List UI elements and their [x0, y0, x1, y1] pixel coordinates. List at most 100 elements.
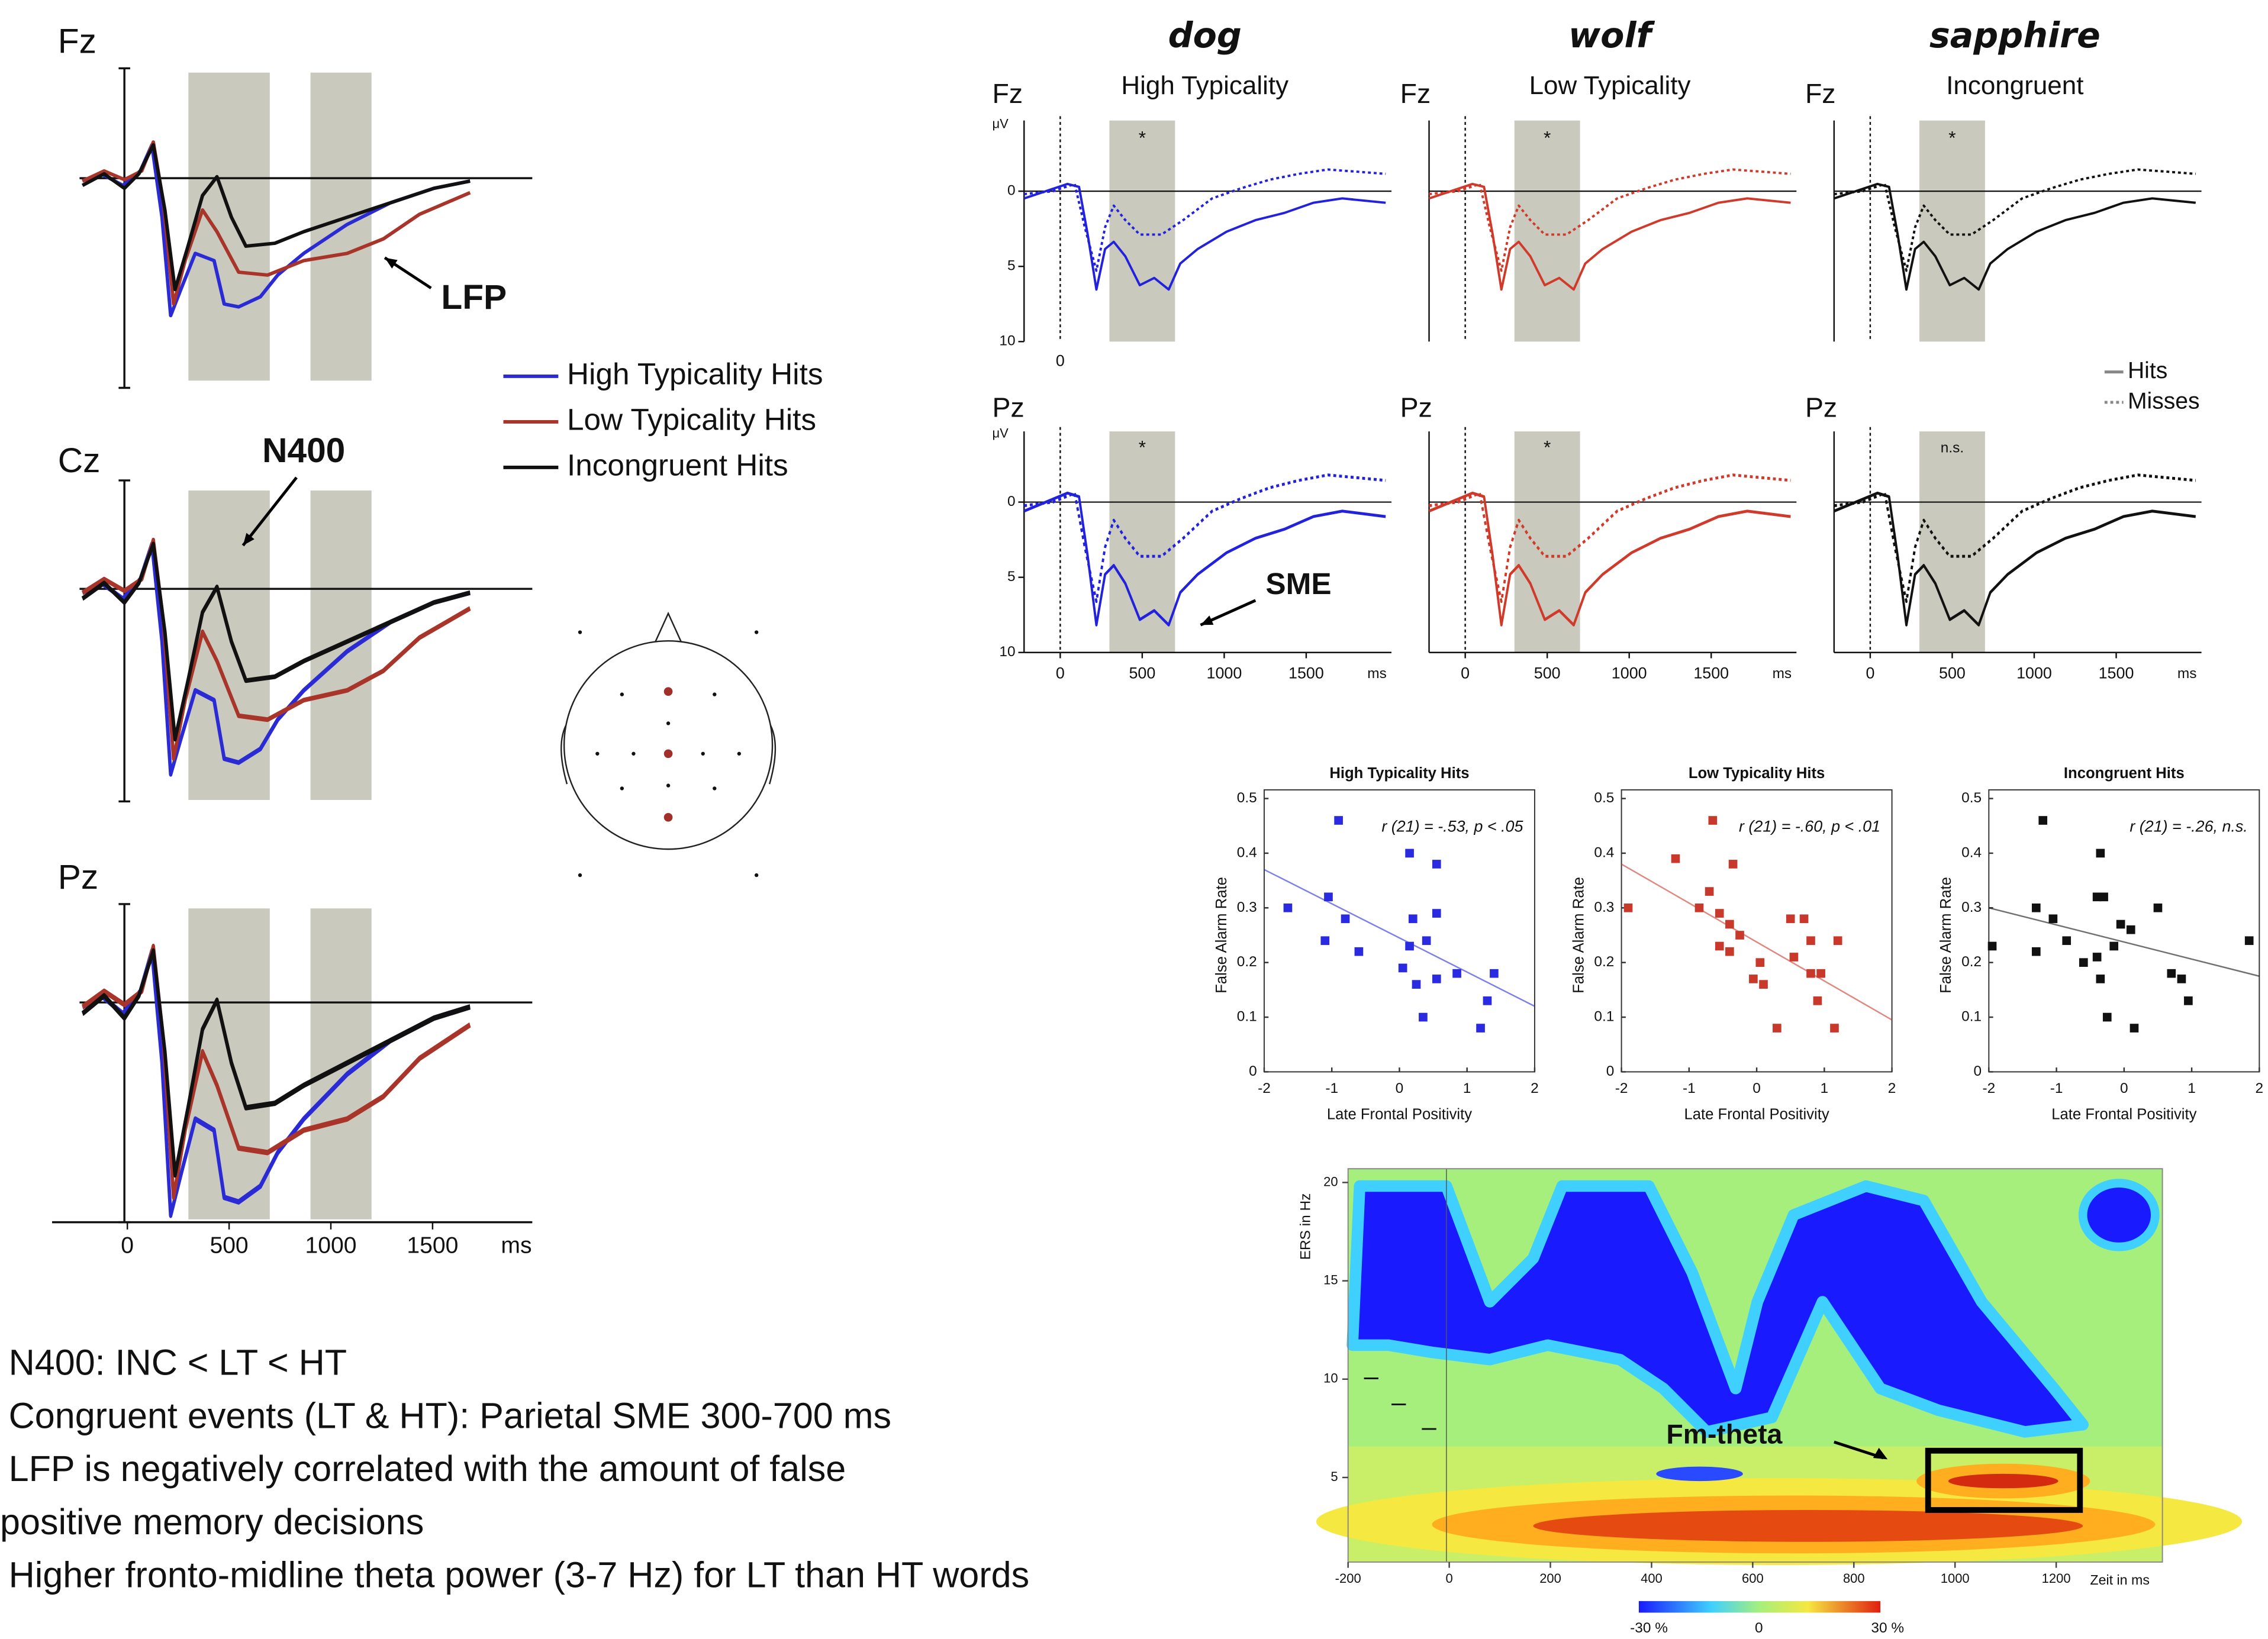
x-axis-label: Late Frontal Positivity	[1684, 1106, 1829, 1123]
scatter-point	[1735, 931, 1744, 940]
tf-blob	[1533, 1509, 2083, 1542]
colorbar-label: -30 %	[1630, 1620, 1668, 1636]
channel-label: Cz	[58, 441, 101, 480]
scatter-panels: High Typicality Hits Late Frontal Positiv…	[1213, 765, 2263, 1123]
channel-label: Pz	[58, 858, 98, 896]
x-tick-label: 2	[2256, 1080, 2264, 1096]
fit-line	[1621, 863, 1893, 1021]
word-label: dog	[1168, 15, 1242, 56]
summary-line: Congruent events (LT & HT): Parietal SME…	[9, 1395, 891, 1435]
scatter-point	[1789, 953, 1799, 962]
x-tick-label: -1	[1325, 1080, 1338, 1096]
significance: *	[1139, 437, 1146, 458]
x-tick-label: 1000	[2016, 664, 2052, 682]
channel-label: Fz	[1400, 78, 1431, 109]
scatter-point	[1755, 958, 1765, 967]
scatter-point	[2153, 903, 2163, 912]
analysis-window	[1109, 120, 1175, 342]
summary-line: LFP is negatively correlated with the am…	[9, 1448, 846, 1489]
y-tick-label: 10	[1323, 1371, 1338, 1386]
x-tick-label: 0	[1866, 664, 1874, 682]
erp-waveforms	[82, 540, 470, 775]
tf-blob	[1346, 1180, 2089, 1438]
y-axis-label: False Alarm Rate	[1570, 877, 1587, 993]
x-tick-label: -2	[1258, 1080, 1271, 1096]
analysis-window	[188, 491, 270, 801]
x-axis-label: Late Frontal Positivity	[1327, 1106, 1472, 1123]
erp-waveforms	[1832, 168, 2197, 291]
annotation: LFP	[441, 278, 507, 317]
scatter-point	[1398, 963, 1407, 973]
scatter-point	[2130, 1024, 2139, 1033]
scatter-point	[1452, 969, 1461, 978]
arrow-head	[385, 257, 398, 269]
scatter-point	[2031, 903, 2041, 912]
nose	[653, 611, 684, 646]
channel-label: Pz	[993, 392, 1025, 422]
x-tick-label: 1000	[1612, 664, 1647, 682]
scatter-point	[1422, 936, 1431, 946]
x-axis-label: Zeit in ms	[2090, 1572, 2150, 1588]
colorbar	[1638, 1601, 1881, 1613]
scatter-point	[2184, 996, 2193, 1005]
y-tick-label: 5	[1007, 569, 1016, 585]
x-tick-label: 800	[1843, 1571, 1865, 1586]
analysis-window	[188, 908, 270, 1219]
tf-blob	[2078, 1179, 2160, 1251]
scatter-point	[1320, 936, 1330, 946]
annotation: Fm-theta	[1666, 1419, 1783, 1450]
y-tick-label: 0	[1007, 183, 1016, 199]
erp-waveforms	[82, 946, 470, 1215]
channel-label: Fz	[993, 78, 1023, 109]
y-tick-label: 0	[1249, 1063, 1257, 1079]
analysis-window	[1109, 431, 1175, 653]
x-tick-label: 500	[1534, 664, 1561, 682]
summary-line: Higher fronto-midline theta power (3-7 H…	[9, 1554, 1029, 1595]
analysis-window	[188, 72, 270, 381]
y-tick-label: 10	[999, 644, 1015, 660]
x-tick-label: 2	[1888, 1080, 1896, 1096]
scatter-point	[1405, 941, 1414, 951]
y-axis-label: False Alarm Rate	[1213, 877, 1230, 993]
x-tick-label: 1	[1463, 1080, 1471, 1096]
y-tick-label: 20	[1323, 1174, 1338, 1189]
y-tick-label: 0.5	[1961, 790, 1982, 806]
scatter-point	[1708, 816, 1718, 825]
x-tick-label: 0	[1445, 1571, 1452, 1586]
scatter-point	[1483, 996, 1492, 1005]
electrodes	[578, 630, 759, 877]
x-tick-label: 1000	[1207, 664, 1242, 682]
condition-label: High Typicality	[1121, 71, 1288, 100]
y-tick-label: 0.4	[1961, 844, 1982, 860]
unit-label: μV	[993, 426, 1009, 441]
x-tick-label: 0	[1461, 664, 1470, 682]
y-tick-label: 0.1	[1594, 1009, 1614, 1025]
y-tick-label: 0.1	[1961, 1009, 1982, 1025]
scatter-point	[1806, 936, 1815, 946]
legend-label: Hits	[2128, 358, 2167, 383]
scatter-point	[2177, 975, 2186, 983]
x-tick-label: 1	[1821, 1080, 1829, 1096]
x-tick-label: 500	[210, 1233, 248, 1258]
scatter-point	[2099, 892, 2108, 902]
y-axis-label: ERS in Hz	[1297, 1193, 1313, 1260]
scatter-title: Incongruent Hits	[2064, 765, 2185, 782]
x-axis-label: Late Frontal Positivity	[2051, 1106, 2196, 1123]
scatter-point	[2116, 919, 2125, 929]
x-tick-label: 1500	[1288, 664, 1324, 682]
scatter-point	[2092, 953, 2102, 962]
channel-label: Pz	[1400, 392, 1432, 422]
colorbar-label: 0	[1755, 1620, 1763, 1636]
y-tick-label: 0.2	[1961, 954, 1982, 970]
scatter-point	[1405, 848, 1414, 858]
y-tick-label: 5	[1330, 1469, 1338, 1484]
y-tick-label: 0.1	[1237, 1009, 1257, 1025]
significance: n.s.	[1941, 440, 1964, 456]
significance: *	[1544, 437, 1551, 458]
annotation: N400	[262, 431, 345, 470]
legend-label: High Typicality Hits	[567, 357, 823, 391]
time-frequency-plot: 20 15 10 5 -200 0 200 400 600 800 1000 1200 Zeit in …	[1297, 1168, 2243, 1636]
scatter-point	[1490, 969, 1499, 978]
y-tick-label: 0.3	[1237, 899, 1257, 915]
